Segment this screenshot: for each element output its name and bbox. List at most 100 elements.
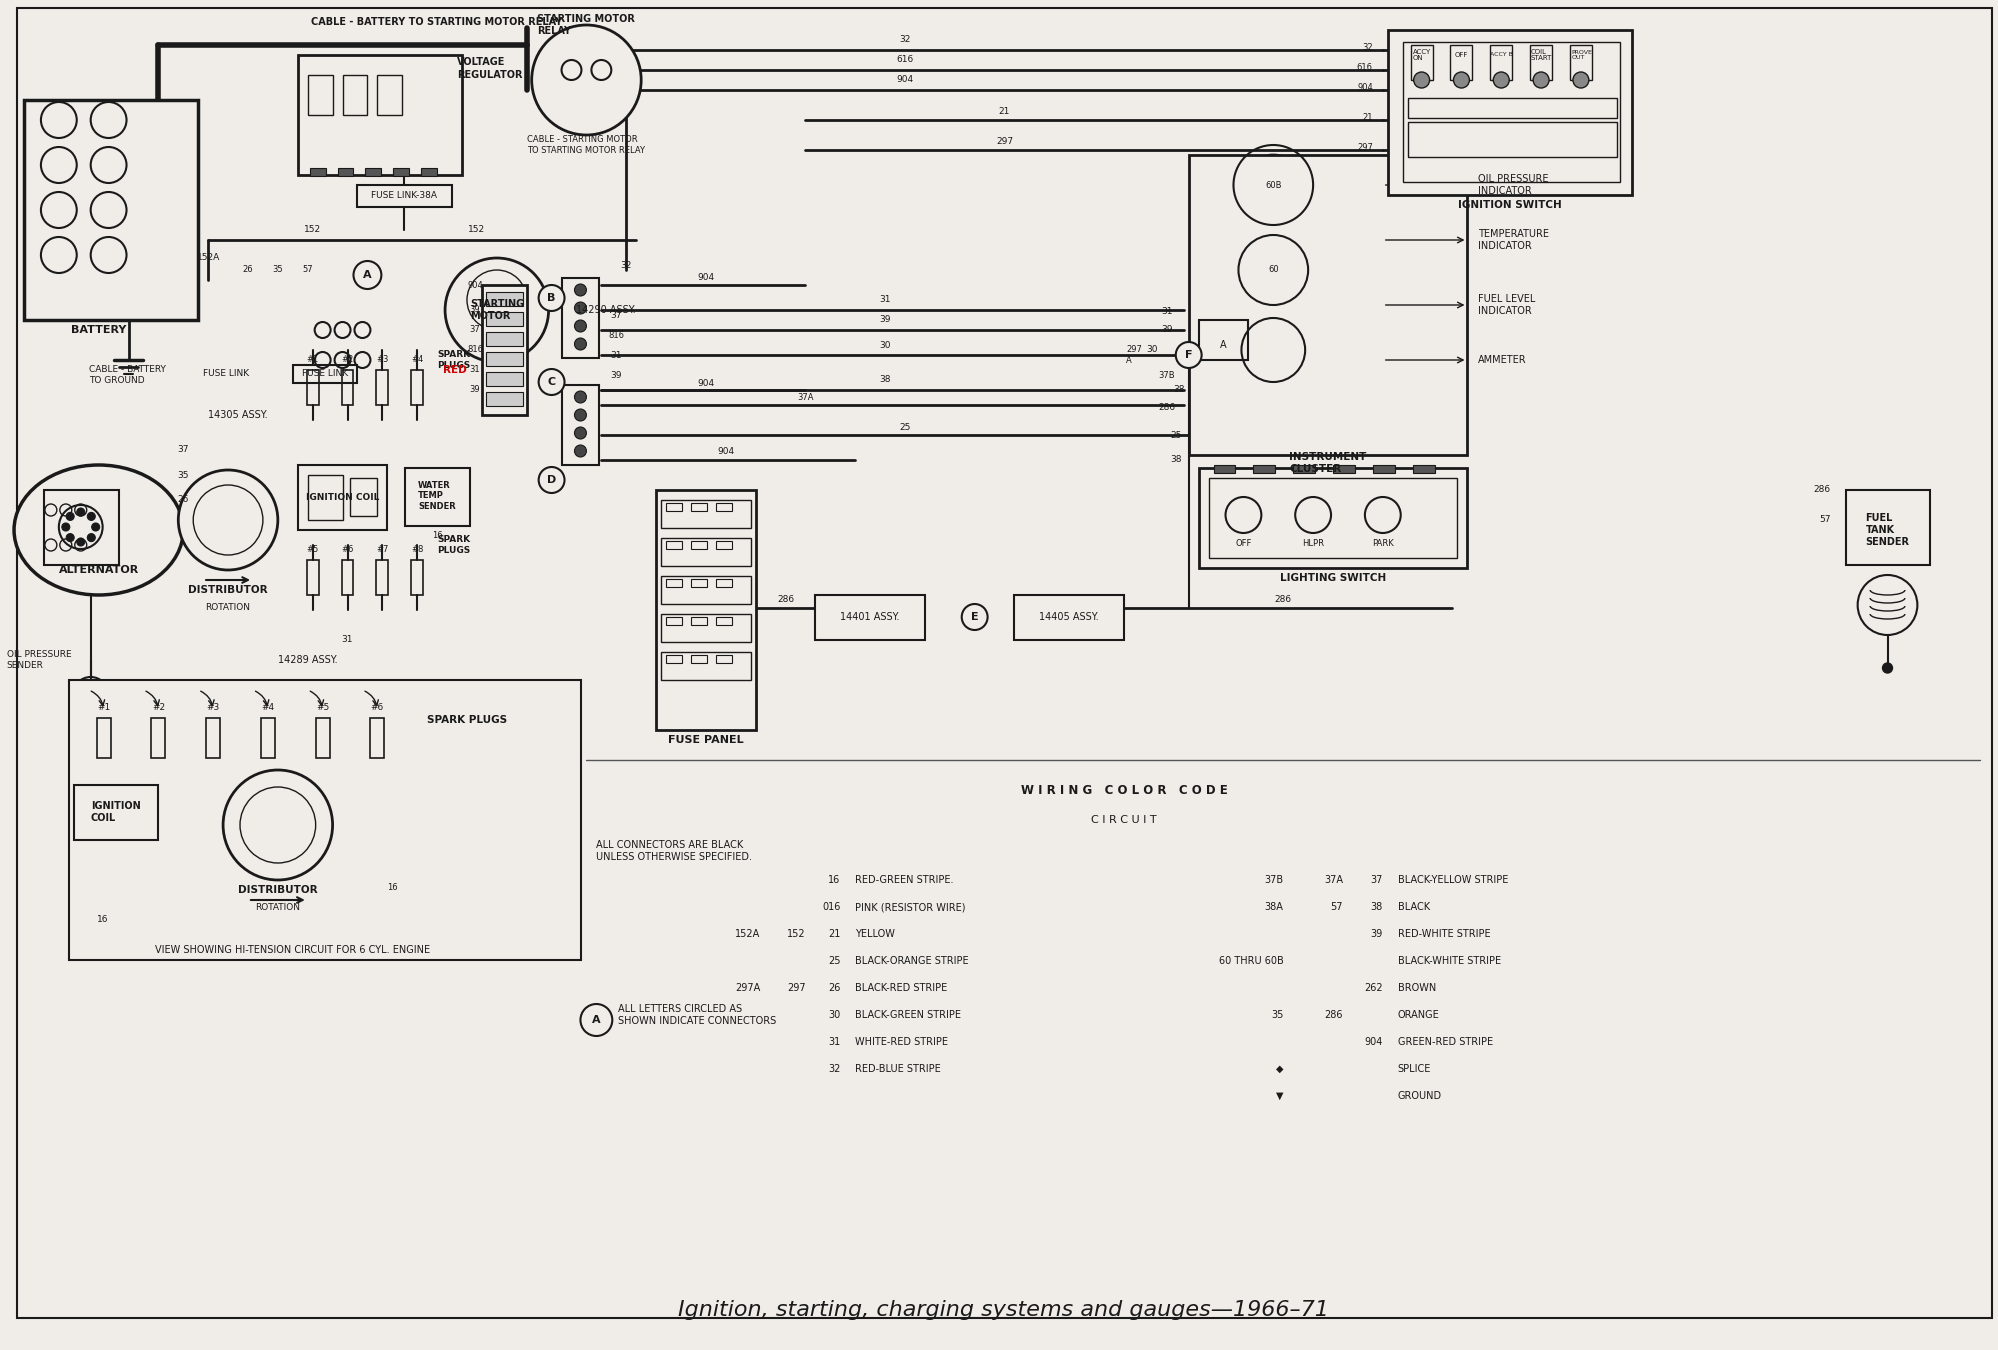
Text: 21: 21 bbox=[1363, 113, 1373, 123]
Text: 38: 38 bbox=[1371, 902, 1383, 913]
Text: FUEL
TANK
SENDER: FUEL TANK SENDER bbox=[1864, 513, 1908, 547]
Text: #2: #2 bbox=[342, 355, 354, 364]
Text: WATER
TEMP
SENDER: WATER TEMP SENDER bbox=[418, 481, 456, 510]
Text: A: A bbox=[1219, 340, 1227, 350]
Text: BLACK: BLACK bbox=[1397, 902, 1429, 913]
Bar bbox=[1333, 464, 1355, 472]
Text: #7: #7 bbox=[376, 545, 388, 555]
Text: COIL
START: COIL START bbox=[1530, 49, 1550, 62]
Bar bbox=[1199, 468, 1467, 568]
Text: DISTRIBUTOR: DISTRIBUTOR bbox=[238, 886, 318, 895]
Text: ◆: ◆ bbox=[1275, 1064, 1283, 1075]
Bar bbox=[715, 541, 731, 549]
Bar bbox=[1844, 490, 1930, 566]
Bar bbox=[378, 76, 402, 115]
Text: 286: 286 bbox=[777, 595, 793, 605]
Circle shape bbox=[537, 369, 563, 396]
Text: 14289 ASSY.: 14289 ASSY. bbox=[278, 655, 338, 666]
Text: 35: 35 bbox=[178, 471, 190, 479]
Text: #5: #5 bbox=[306, 545, 318, 555]
Text: FUSE LINK: FUSE LINK bbox=[302, 370, 348, 378]
Text: PROVE
OUT: PROVE OUT bbox=[1570, 50, 1592, 61]
Text: 57: 57 bbox=[1331, 902, 1343, 913]
Circle shape bbox=[579, 1004, 611, 1035]
Text: SPLICE: SPLICE bbox=[1397, 1064, 1431, 1075]
Circle shape bbox=[1882, 663, 1892, 674]
Text: BLACK-GREEN STRIPE: BLACK-GREEN STRIPE bbox=[855, 1010, 961, 1021]
Text: 31: 31 bbox=[1161, 308, 1173, 316]
Text: 16: 16 bbox=[98, 915, 108, 925]
Bar bbox=[665, 504, 681, 512]
Text: 37B: 37B bbox=[1159, 370, 1175, 379]
Text: 904: 904 bbox=[697, 378, 713, 387]
Bar bbox=[306, 560, 318, 595]
Text: PINK (RESISTOR WIRE): PINK (RESISTOR WIRE) bbox=[855, 902, 965, 913]
Text: 152A: 152A bbox=[735, 929, 761, 940]
Bar bbox=[1213, 464, 1235, 472]
Bar bbox=[482, 285, 525, 414]
Text: 152: 152 bbox=[787, 929, 805, 940]
Bar bbox=[691, 617, 707, 625]
Text: 16: 16 bbox=[827, 875, 839, 886]
Text: #8: #8 bbox=[412, 545, 424, 555]
Text: RED-GREEN STRIPE.: RED-GREEN STRIPE. bbox=[855, 875, 953, 886]
Text: 14305 ASSY.: 14305 ASSY. bbox=[208, 410, 268, 420]
Bar bbox=[342, 76, 368, 115]
Text: 297
A: 297 A bbox=[1125, 346, 1141, 365]
Text: CABLE - BATTERY
TO GROUND: CABLE - BATTERY TO GROUND bbox=[88, 366, 166, 385]
Bar bbox=[316, 718, 330, 757]
Bar bbox=[561, 385, 599, 464]
Text: A: A bbox=[591, 1015, 601, 1025]
Bar bbox=[486, 332, 521, 346]
Text: BROWN: BROWN bbox=[1397, 983, 1435, 994]
Text: 37A: 37A bbox=[797, 393, 813, 401]
Bar bbox=[715, 617, 731, 625]
Text: 16: 16 bbox=[432, 531, 442, 540]
Bar bbox=[486, 392, 521, 406]
Text: SPARK
PLUGS: SPARK PLUGS bbox=[438, 536, 470, 555]
Circle shape bbox=[961, 603, 987, 630]
Bar bbox=[366, 167, 382, 176]
Circle shape bbox=[92, 522, 100, 531]
Text: OIL PRESSURE
INDICATOR: OIL PRESSURE INDICATOR bbox=[1479, 174, 1548, 196]
Text: VIEW SHOWING HI-TENSION CIRCUIT FOR 6 CYL. ENGINE: VIEW SHOWING HI-TENSION CIRCUIT FOR 6 CY… bbox=[156, 945, 430, 954]
Text: 152A: 152A bbox=[196, 254, 220, 262]
Circle shape bbox=[1493, 72, 1508, 88]
Bar bbox=[661, 539, 751, 566]
Text: 35: 35 bbox=[272, 266, 284, 274]
Text: A: A bbox=[364, 270, 372, 279]
Text: 32: 32 bbox=[827, 1064, 839, 1075]
Bar bbox=[1199, 320, 1249, 360]
Text: 152: 152 bbox=[304, 225, 322, 235]
Text: B: B bbox=[547, 293, 555, 302]
Circle shape bbox=[1175, 342, 1201, 369]
Text: 297: 297 bbox=[787, 983, 805, 994]
Bar bbox=[661, 500, 751, 528]
Bar bbox=[206, 718, 220, 757]
Bar bbox=[665, 617, 681, 625]
Text: ROTATION: ROTATION bbox=[206, 603, 250, 613]
Bar bbox=[715, 655, 731, 663]
Circle shape bbox=[573, 446, 585, 458]
Bar bbox=[1451, 45, 1473, 80]
Text: HLPR: HLPR bbox=[1301, 540, 1323, 548]
Bar bbox=[665, 541, 681, 549]
Bar bbox=[665, 579, 681, 587]
Text: 38: 38 bbox=[1173, 386, 1185, 394]
Text: #3: #3 bbox=[206, 703, 220, 713]
Bar bbox=[24, 100, 198, 320]
Text: 616: 616 bbox=[895, 55, 913, 65]
Text: 39: 39 bbox=[879, 316, 891, 324]
Text: 60B: 60B bbox=[1265, 181, 1281, 189]
Text: PARK: PARK bbox=[1371, 540, 1393, 548]
Circle shape bbox=[1413, 72, 1429, 88]
Text: 286: 286 bbox=[1812, 486, 1830, 494]
Text: 39: 39 bbox=[1371, 929, 1383, 940]
Text: ▼: ▼ bbox=[1275, 1091, 1283, 1102]
Text: 37A: 37A bbox=[1323, 875, 1343, 886]
Text: 14401 ASSY.: 14401 ASSY. bbox=[839, 612, 899, 622]
Text: WHITE-RED STRIPE: WHITE-RED STRIPE bbox=[855, 1037, 947, 1048]
Text: W I R I N G   C O L O R   C O D E: W I R I N G C O L O R C O D E bbox=[1021, 783, 1227, 796]
Text: 31: 31 bbox=[470, 366, 480, 374]
Circle shape bbox=[573, 392, 585, 404]
